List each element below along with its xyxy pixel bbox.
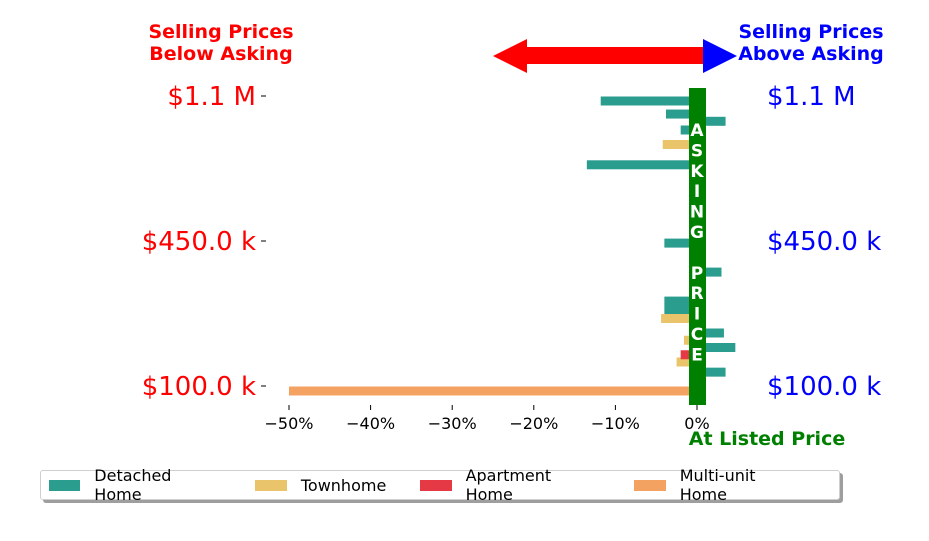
legend-item: Detached Home (49, 466, 221, 504)
bar (697, 267, 722, 277)
legend: Detached Home Townhome Apartment Home Multi… (40, 466, 840, 504)
bar (600, 96, 697, 106)
bar (697, 367, 726, 377)
arrow-head-left-icon (493, 39, 527, 73)
legend-item: Multi-unit Home (634, 466, 805, 504)
bar (586, 160, 697, 170)
legend-swatch (634, 479, 666, 491)
bar (697, 343, 736, 352)
header-right-line-1: Selling Prices (738, 21, 883, 43)
x-tick-label: −30% (428, 414, 477, 433)
y-tick-label-left: $100.0 k (142, 372, 256, 402)
y-tick-label-left: $450.0 k (142, 227, 256, 257)
bar (661, 314, 697, 323)
asking-price-letter: R (690, 284, 703, 304)
legend-swatch (420, 479, 452, 491)
asking-price-letter: I (694, 305, 700, 325)
bar (289, 386, 697, 396)
bar (697, 328, 724, 338)
asking-price-letter: S (691, 141, 703, 161)
header-left-line-2: Below Asking (149, 43, 292, 65)
legend-label: Multi-unit Home (679, 466, 756, 504)
bar (664, 305, 697, 315)
header-left-line-1: Selling Prices (148, 21, 293, 43)
legend-item: Apartment Home (420, 466, 600, 504)
bar (680, 125, 697, 135)
bar (662, 140, 697, 149)
x-tick-label: 0% (684, 414, 709, 433)
asking-price-letter: I (694, 182, 700, 202)
asking-price-letter: N (690, 203, 704, 223)
x-axis: −50% −40% −30% −20% −10% 0% (265, 405, 710, 433)
at-listed-price-label: At Listed Price (689, 428, 845, 450)
asking-price-letter: G (690, 223, 704, 243)
bar (680, 350, 697, 360)
x-tick-label: −40% (346, 414, 395, 433)
legend-swatch (254, 479, 287, 491)
bar (664, 296, 697, 306)
asking-price-letter: P (691, 264, 703, 284)
x-tick-label: −10% (591, 414, 640, 433)
arrow-shaft (527, 47, 709, 64)
legend-label: Townhome (300, 475, 387, 495)
bars-group (289, 96, 736, 396)
header-right-line-2: Above Asking (738, 43, 884, 65)
y-axis-right: $1.1 M $450.0 k $100.0 k (767, 82, 881, 402)
legend-label: Detached Home (94, 466, 172, 504)
arrow-head-right-icon (703, 39, 737, 73)
bar (664, 238, 697, 248)
asking-price-letter: C (691, 325, 703, 345)
y-tick-label-right: $450.0 k (767, 227, 881, 257)
x-tick-label: −50% (265, 414, 314, 433)
asking-price-letter: E (691, 345, 703, 365)
y-tick-label-right: $1.1 M (767, 82, 856, 112)
legend-label: Apartment Home (465, 466, 552, 504)
asking-price-band (689, 88, 706, 405)
legend-item: Townhome (254, 475, 387, 495)
legend-swatch (49, 479, 81, 491)
bar (697, 116, 726, 126)
y-axis-left: $1.1 M $450.0 k $100.0 k (142, 82, 266, 402)
asking-price-letter: A (690, 121, 704, 141)
bar (676, 357, 697, 367)
bar (665, 109, 697, 119)
y-tick-label-left: $1.1 M (167, 82, 256, 112)
asking-price-letter: K (690, 162, 704, 182)
y-tick-label-right: $100.0 k (767, 372, 881, 402)
x-tick-label: −20% (509, 414, 558, 433)
direction-arrow (493, 39, 737, 73)
